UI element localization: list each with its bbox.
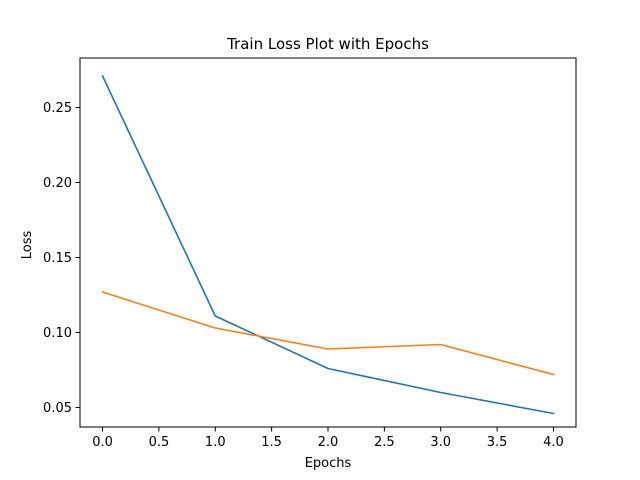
x-tick-label: 0.0: [92, 435, 113, 450]
x-tick-label: 3.5: [487, 435, 508, 450]
y-tick-label: 0.20: [43, 176, 72, 191]
y-tick-label: 0.10: [43, 326, 72, 341]
x-tick-label: 4.0: [543, 435, 564, 450]
x-axis-label: Epochs: [305, 456, 352, 471]
y-tick-label: 0.15: [43, 251, 72, 266]
x-tick-label: 3.0: [430, 435, 451, 450]
series-line-1: [101, 74, 555, 415]
y-tick-label: 0.25: [43, 101, 72, 116]
x-tick-label: 1.5: [261, 435, 282, 450]
x-tick-label: 2.0: [318, 435, 339, 450]
x-tick-label: 0.5: [149, 435, 170, 450]
x-tick-label: 2.5: [374, 435, 395, 450]
x-tick-label: 1.0: [205, 435, 226, 450]
y-axis-label: Loss: [20, 231, 35, 260]
axes-layer: 0.0 0.5 1.0 1.5 2.0 2.5 3.0 3.5 4.0 0.05 0.10 0.15 0…: [43, 57, 577, 450]
chart-title: Train Loss Plot with Epochs: [226, 35, 429, 53]
y-tick-label: 0.05: [43, 401, 72, 416]
series-layer: [101, 74, 555, 415]
series-line-2: [101, 290, 555, 376]
